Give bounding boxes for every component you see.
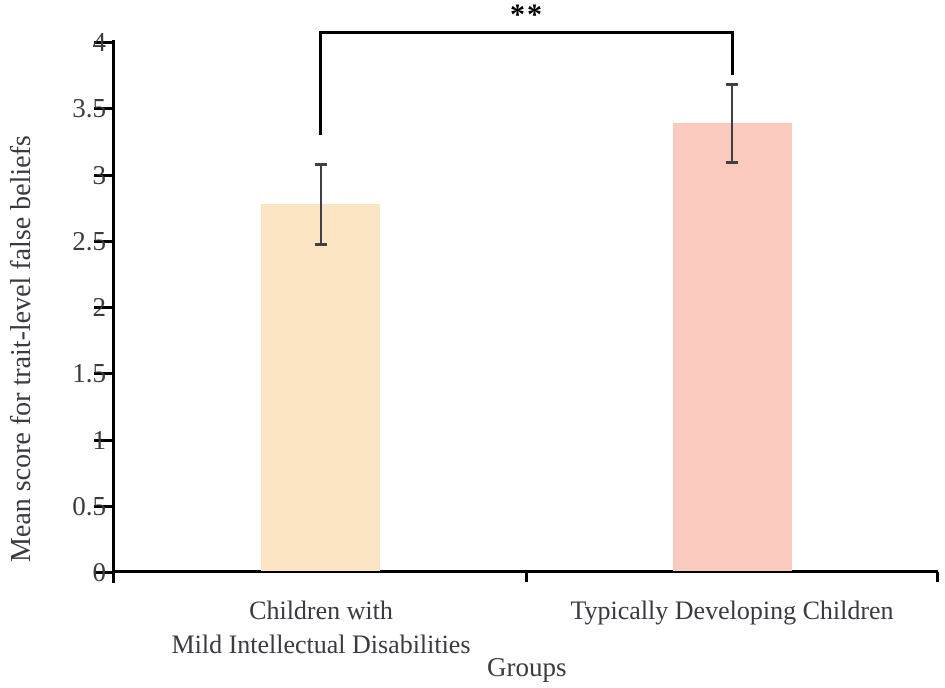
y-tick-label: 2	[92, 292, 107, 322]
category-label-line: Mild Intellectual Disabilities	[171, 630, 471, 659]
y-tick-label: 1.5	[72, 358, 106, 388]
y-axis-title: Mean score for trait-level false beliefs	[6, 135, 37, 562]
significance-bracket-right	[731, 31, 734, 75]
error-bar-cap-top-1	[726, 83, 738, 86]
bar-1	[673, 123, 792, 571]
x-axis-title: Groups	[487, 652, 567, 682]
y-tick-label: 3	[92, 160, 107, 190]
x-axis-tick	[936, 572, 939, 582]
y-axis-tick	[94, 107, 112, 110]
significance-bracket-left	[319, 31, 322, 135]
y-axis-tick	[94, 306, 112, 309]
y-axis-line	[112, 40, 115, 583]
y-axis-tick	[94, 174, 112, 177]
y-tick-label: 0	[92, 557, 107, 587]
error-bar-cap-top-0	[315, 163, 327, 166]
x-axis-tick	[525, 572, 528, 582]
x-axis-line	[112, 570, 938, 573]
category-label-0: Children with Mild Intellectual Disabilit…	[172, 594, 471, 662]
category-label-line: Typically Developing Children	[570, 596, 894, 625]
error-bar-stem-1	[731, 83, 733, 162]
category-label-1: Typically Developing Children	[570, 594, 893, 628]
y-axis-tick	[94, 505, 112, 508]
y-tick-label: 1	[92, 425, 107, 455]
error-bar-cap-bottom-0	[315, 243, 327, 246]
y-axis-tick	[94, 571, 112, 574]
bar-0	[261, 204, 380, 571]
y-axis-tick	[94, 240, 112, 243]
y-tick-label: 4	[92, 27, 107, 57]
significance-label: **	[510, 0, 544, 31]
y-axis-tick	[94, 439, 112, 442]
error-bar-cap-bottom-1	[726, 161, 738, 164]
category-label-line: Children with	[249, 596, 393, 625]
y-tick-label: 2.5	[72, 226, 106, 256]
y-axis-tick	[94, 41, 112, 44]
significance-bracket-top	[319, 31, 734, 34]
y-axis-tick	[94, 372, 112, 375]
error-bar-stem-0	[320, 163, 322, 245]
y-tick-label: 3.5	[72, 93, 106, 123]
y-tick-label: 0.5	[72, 491, 106, 521]
